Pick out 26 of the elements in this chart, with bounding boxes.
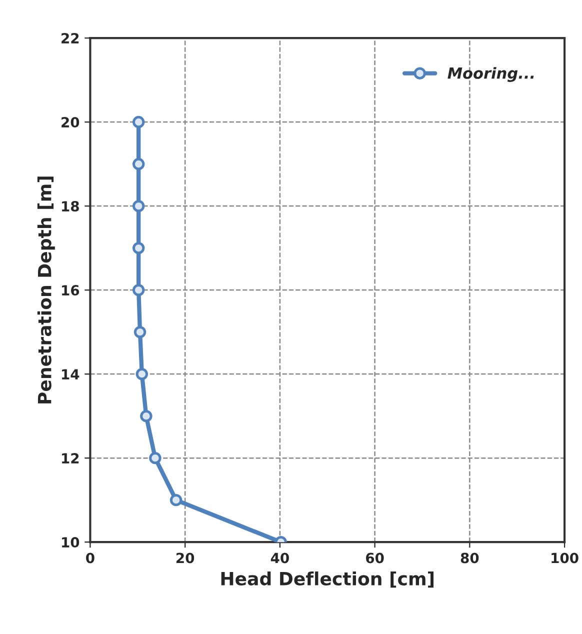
x-tick-label: 100 bbox=[552, 552, 578, 564]
point bbox=[132, 242, 145, 254]
x-tick-label: 20 bbox=[176, 552, 194, 564]
y-axis-title: Penetration Depth [m] bbox=[37, 176, 55, 404]
point bbox=[134, 326, 146, 338]
point bbox=[140, 410, 152, 422]
point bbox=[136, 368, 148, 380]
x-axis-title: Head Deflection [cm] bbox=[221, 571, 434, 588]
legend-label: Mooring... bbox=[448, 67, 534, 82]
y-tick-label: 14 bbox=[62, 369, 80, 380]
x-tick-label: 40 bbox=[270, 552, 289, 564]
x-tick-label: 80 bbox=[460, 552, 479, 564]
x-tick-label: 0 bbox=[86, 552, 94, 564]
y-tick-label: 10 bbox=[62, 537, 80, 548]
y-tick-label: 16 bbox=[62, 285, 80, 296]
x-tick-label: 60 bbox=[366, 552, 384, 564]
point bbox=[132, 284, 145, 296]
y-tick-label: 12 bbox=[62, 453, 79, 464]
point bbox=[132, 200, 145, 212]
point bbox=[170, 494, 182, 506]
y-tick-label: 20 bbox=[62, 117, 80, 128]
point bbox=[132, 116, 145, 128]
point bbox=[149, 452, 162, 464]
point bbox=[132, 158, 145, 170]
y-tick-label: 22 bbox=[62, 33, 79, 44]
y-tick-label: 18 bbox=[62, 201, 79, 212]
